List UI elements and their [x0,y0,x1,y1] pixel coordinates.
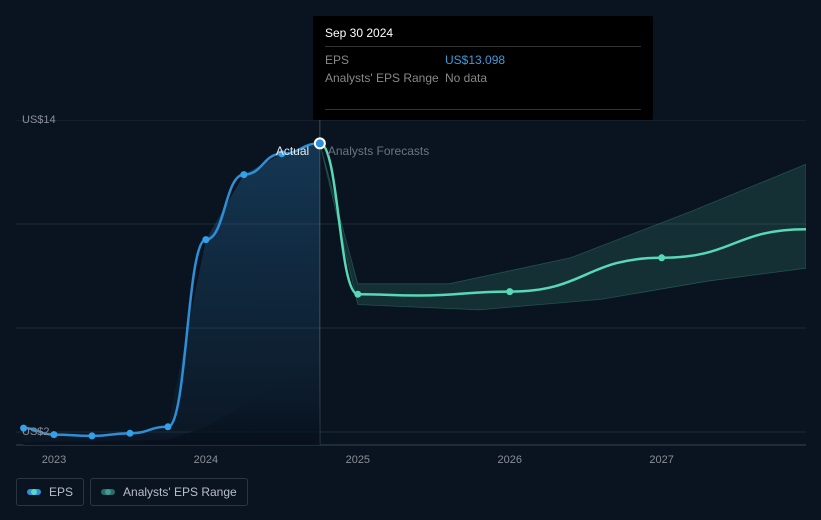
eps-chart[interactable]: 20232024202520262027 US$14US$2ActualAnal… [16,120,806,445]
legend-label: EPS [49,485,73,499]
tooltip-row: EPS US$13.098 [325,51,641,69]
tooltip-row: Analysts' EPS Range No data [325,69,641,87]
svg-text:2026: 2026 [498,454,522,466]
svg-text:2025: 2025 [346,454,370,466]
legend-item-eps-range[interactable]: Analysts' EPS Range [90,478,248,506]
tooltip-separator [325,109,641,110]
chart-tooltip: Sep 30 2024 EPS US$13.098 Analysts' EPS … [313,16,653,120]
svg-text:2023: 2023 [42,454,66,466]
tooltip-label: EPS [325,53,445,67]
chart-legend: EPS Analysts' EPS Range [16,478,248,506]
tooltip-date: Sep 30 2024 [325,26,641,47]
svg-text:2024: 2024 [194,454,218,466]
tooltip-value: No data [445,71,487,85]
tooltip-value: US$13.098 [445,53,505,67]
legend-label: Analysts' EPS Range [123,485,237,499]
tooltip-label: Analysts' EPS Range [325,71,445,85]
legend-item-eps[interactable]: EPS [16,478,84,506]
legend-marker-icon [101,489,115,495]
chart-svg: 2023 2024 2025 2026 2027 [16,120,806,475]
forecast-region-label: Analysts Forecasts [328,144,429,158]
y-axis-label: US$14 [22,114,56,126]
svg-text:2027: 2027 [649,454,673,466]
y-axis-label: US$2 [22,426,50,438]
legend-marker-icon [27,489,41,495]
actual-region-label: Actual [276,144,309,158]
